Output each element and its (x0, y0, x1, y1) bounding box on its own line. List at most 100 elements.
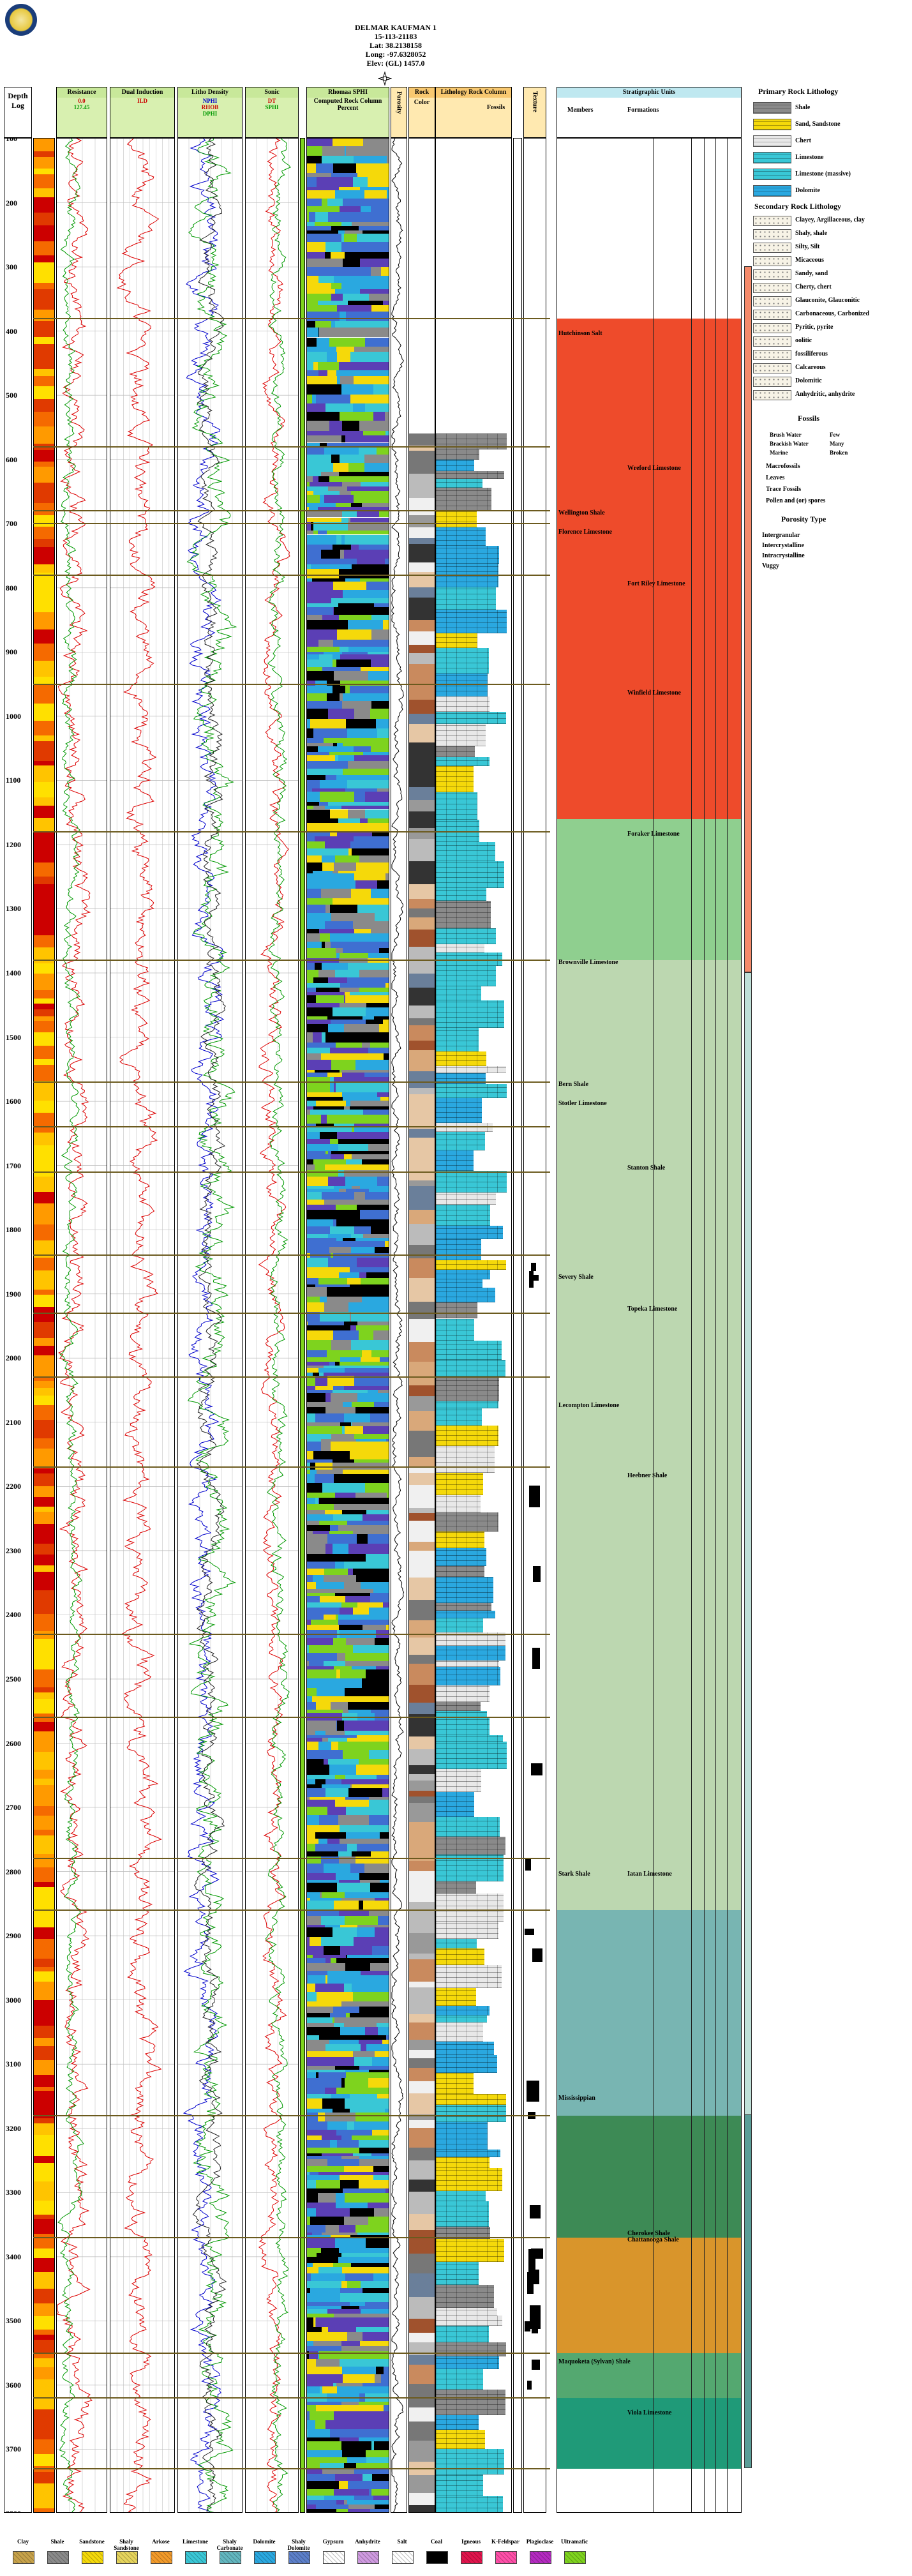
computed-rock-fraction (371, 629, 389, 640)
computed-rock-fraction (352, 1784, 389, 1788)
computed-rock-fraction (327, 1534, 357, 1544)
computed-rock-fraction (318, 276, 334, 283)
computed-rock-row (307, 327, 389, 338)
computed-rock-fraction (307, 898, 333, 905)
computed-rock-row (307, 1434, 389, 1440)
computed-rock-row (307, 1234, 389, 1238)
computed-rock-row (307, 1016, 389, 1020)
computed-rock-fraction (387, 1493, 389, 1498)
dt-curve (258, 139, 290, 2512)
computed-rock-fraction (307, 1525, 330, 1531)
computed-rock-fraction (307, 198, 322, 207)
texture-bar (529, 1486, 540, 1508)
legend-swatch (753, 296, 791, 306)
computed-rock-fraction (307, 1806, 327, 1816)
computed-rock-fraction (307, 2027, 341, 2036)
computed-rock-row (307, 2148, 389, 2153)
lithology-band (436, 1512, 498, 1532)
computed-rock-row (307, 2012, 389, 2018)
computed-rock-fraction (336, 346, 355, 352)
computed-rock-fraction (350, 1100, 389, 1106)
gamma-fill-segment (34, 2091, 54, 2104)
gr-curve (57, 139, 93, 2512)
computed-rock-fraction (331, 1434, 355, 1440)
rock-color-band (409, 2230, 435, 2254)
computed-rock-fraction (325, 403, 353, 412)
gamma-fill-segment (34, 2074, 54, 2088)
computed-rock-row (307, 1815, 389, 1825)
computed-rock-fraction (307, 177, 317, 187)
computed-rock-row (307, 2070, 389, 2073)
computed-rock-row (307, 1401, 389, 1407)
computed-rock-fraction (307, 403, 326, 412)
computed-rock-row (307, 252, 389, 259)
rock-color-track (408, 138, 435, 2513)
computed-rock-fraction (307, 1110, 311, 1115)
computed-rock-fraction (354, 2468, 389, 2474)
computed-rock-fraction (307, 1139, 330, 1145)
rock-color-band (409, 1396, 435, 1412)
computed-rock-fraction (361, 1296, 389, 1302)
computed-rock-fraction (307, 2139, 330, 2148)
lithology-band (436, 1685, 490, 1702)
track-name: Rhomaa SPHI (307, 87, 389, 98)
sp-curve (57, 139, 84, 2512)
computed-rock-fraction (316, 995, 344, 1003)
computed-rock-fraction (343, 1750, 370, 1759)
rock-color-band (409, 2050, 435, 2058)
gamma-fill-segment (34, 2346, 54, 2353)
computed-rock-fraction (327, 1016, 363, 1020)
texture-track (523, 138, 546, 2513)
computed-rock-fraction (335, 2203, 368, 2209)
computed-rock-fraction (341, 1069, 389, 1073)
rock-color-band (409, 1005, 435, 1018)
computed-rock-fraction (318, 370, 327, 376)
computed-rock-row (307, 1389, 389, 1394)
computed-rock-fraction (322, 2153, 353, 2157)
computed-rock-fraction (307, 1775, 335, 1780)
lithology-band (436, 1098, 482, 1124)
computed-rock-fraction (342, 652, 368, 655)
computed-rock-row (307, 970, 389, 978)
computed-rock-fraction (344, 2078, 368, 2088)
computed-rock-fraction (338, 1909, 370, 1916)
computed-rock-fraction (347, 1568, 353, 1575)
fossils-track (513, 138, 522, 2513)
gamma-fill-segment (34, 935, 54, 948)
gamma-fill-segment (34, 1032, 54, 1046)
computed-rock-fraction (307, 1451, 314, 1459)
legend-label: Silty, Silt (795, 243, 820, 250)
porosity-type-label: Intercrystalline (762, 542, 804, 549)
computed-rock-fraction (333, 607, 334, 615)
computed-rock-fraction (385, 873, 389, 880)
computed-rock-fraction (340, 2027, 365, 2036)
depth-tick-label: 3500 (6, 2316, 21, 2326)
lithology-band (436, 1742, 507, 1769)
rock-color-band (409, 929, 435, 947)
computed-rock-row (307, 2051, 389, 2057)
computed-rock-fraction (338, 1856, 355, 1864)
computed-rock-fraction (307, 761, 327, 769)
computed-rock-fraction (307, 2500, 337, 2505)
computed-rock-row (307, 667, 389, 672)
lithology-band (436, 2157, 490, 2169)
computed-rock-fraction (343, 1023, 379, 1033)
computed-rock-fraction (343, 2148, 359, 2153)
computed-rock-row (307, 780, 389, 788)
gamma-fill-segment (34, 1867, 54, 1883)
fossil-type-label: Macrofossils (766, 463, 800, 470)
legend-label: Clayey, Argillaceous, clay (795, 216, 865, 223)
rock-color-band (409, 2068, 435, 2081)
title-line-5: Elev: (GL) 1457.0 (366, 59, 425, 68)
computed-rock-fraction (317, 337, 329, 347)
rock-color-band (409, 899, 435, 908)
computed-rock-fraction (307, 1114, 321, 1124)
gamma-fill-segment (34, 1887, 54, 1899)
texture-bar (524, 1928, 534, 1936)
computed-rock-fraction (307, 1386, 315, 1390)
computed-rock-fraction (315, 212, 329, 222)
computed-rock-fraction (344, 252, 389, 259)
computed-rock-fraction (347, 2457, 367, 2463)
computed-rock-fraction (340, 375, 354, 385)
gamma-fill-segment (34, 876, 54, 885)
